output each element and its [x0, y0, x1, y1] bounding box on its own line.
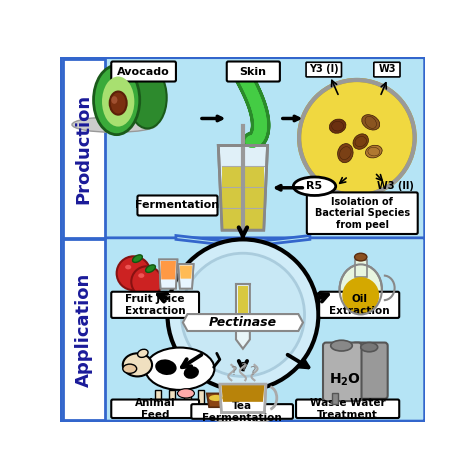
FancyBboxPatch shape	[191, 404, 293, 419]
Ellipse shape	[133, 255, 142, 263]
Text: Waste Water
Treatment: Waste Water Treatment	[310, 398, 385, 419]
Ellipse shape	[109, 91, 127, 115]
FancyBboxPatch shape	[296, 400, 399, 418]
FancyBboxPatch shape	[323, 343, 362, 401]
FancyBboxPatch shape	[374, 62, 400, 77]
Polygon shape	[159, 259, 177, 289]
FancyBboxPatch shape	[352, 343, 388, 399]
Circle shape	[299, 80, 415, 195]
FancyBboxPatch shape	[111, 62, 176, 82]
Ellipse shape	[137, 349, 148, 357]
Text: Animal
Feed: Animal Feed	[135, 398, 175, 419]
FancyBboxPatch shape	[61, 238, 425, 421]
Text: Skin: Skin	[239, 66, 266, 76]
FancyBboxPatch shape	[184, 390, 191, 406]
FancyBboxPatch shape	[61, 58, 425, 239]
Ellipse shape	[353, 134, 368, 149]
Text: $\mathbf{H_2O}$: $\mathbf{H_2O}$	[329, 372, 361, 389]
Ellipse shape	[125, 265, 131, 269]
FancyBboxPatch shape	[319, 292, 399, 318]
Ellipse shape	[361, 343, 378, 352]
FancyBboxPatch shape	[332, 393, 338, 404]
Circle shape	[167, 239, 319, 390]
Polygon shape	[219, 146, 267, 230]
Ellipse shape	[128, 67, 167, 128]
FancyBboxPatch shape	[61, 58, 425, 421]
Ellipse shape	[145, 347, 214, 390]
Text: Production: Production	[74, 93, 92, 203]
Ellipse shape	[342, 277, 379, 314]
Ellipse shape	[355, 137, 366, 146]
Polygon shape	[207, 393, 225, 407]
Ellipse shape	[339, 146, 351, 160]
Circle shape	[131, 266, 162, 297]
Ellipse shape	[72, 117, 157, 132]
Ellipse shape	[138, 273, 145, 278]
Polygon shape	[178, 264, 194, 289]
Ellipse shape	[212, 411, 273, 423]
Ellipse shape	[293, 177, 336, 195]
Circle shape	[117, 256, 151, 290]
FancyBboxPatch shape	[111, 400, 199, 418]
Text: Oil
Extraction: Oil Extraction	[329, 294, 390, 316]
FancyBboxPatch shape	[111, 292, 199, 318]
Text: Isolation of
Bacterial Species
from peel: Isolation of Bacterial Species from peel	[315, 197, 410, 230]
Ellipse shape	[177, 389, 194, 398]
Ellipse shape	[365, 145, 382, 158]
FancyBboxPatch shape	[137, 195, 218, 216]
Text: ?: ?	[230, 365, 237, 377]
Ellipse shape	[93, 65, 140, 135]
Polygon shape	[176, 236, 310, 247]
Text: Application: Application	[74, 273, 92, 387]
Text: Tea
Fermentation: Tea Fermentation	[202, 401, 282, 423]
Ellipse shape	[332, 121, 344, 131]
Text: W3 (II): W3 (II)	[377, 181, 414, 191]
Text: R5: R5	[307, 181, 323, 191]
FancyBboxPatch shape	[169, 390, 175, 406]
Ellipse shape	[155, 359, 177, 375]
Text: W3: W3	[379, 64, 396, 74]
FancyBboxPatch shape	[306, 62, 341, 77]
Polygon shape	[220, 384, 266, 413]
Text: Fruit Juice
Extraction: Fruit Juice Extraction	[125, 294, 185, 316]
Ellipse shape	[339, 264, 382, 314]
Text: Fermentation: Fermentation	[136, 201, 219, 210]
Polygon shape	[236, 284, 250, 349]
FancyBboxPatch shape	[227, 62, 280, 82]
Polygon shape	[183, 314, 303, 331]
Ellipse shape	[184, 366, 199, 379]
Polygon shape	[222, 167, 264, 228]
Ellipse shape	[362, 115, 380, 130]
Ellipse shape	[337, 144, 353, 163]
Text: Pectinase: Pectinase	[209, 316, 277, 329]
Polygon shape	[180, 265, 192, 279]
Ellipse shape	[102, 76, 134, 127]
FancyBboxPatch shape	[355, 260, 367, 277]
Polygon shape	[221, 384, 264, 402]
Ellipse shape	[123, 353, 152, 376]
Circle shape	[182, 253, 304, 376]
Ellipse shape	[146, 265, 155, 273]
Text: Y3 (I): Y3 (I)	[309, 64, 338, 74]
FancyBboxPatch shape	[63, 59, 105, 238]
Ellipse shape	[329, 119, 346, 133]
Ellipse shape	[365, 116, 376, 128]
Ellipse shape	[209, 395, 223, 401]
Ellipse shape	[368, 147, 380, 156]
Polygon shape	[161, 261, 176, 279]
Polygon shape	[237, 285, 248, 319]
Ellipse shape	[111, 96, 118, 104]
Ellipse shape	[355, 253, 367, 261]
FancyBboxPatch shape	[198, 390, 204, 406]
FancyBboxPatch shape	[63, 239, 105, 419]
Ellipse shape	[123, 364, 137, 374]
Ellipse shape	[331, 340, 352, 351]
FancyBboxPatch shape	[307, 192, 418, 234]
Text: ?: ?	[249, 365, 255, 377]
Text: ?: ?	[240, 362, 246, 375]
Text: Avocado: Avocado	[117, 66, 170, 76]
FancyBboxPatch shape	[155, 390, 161, 406]
